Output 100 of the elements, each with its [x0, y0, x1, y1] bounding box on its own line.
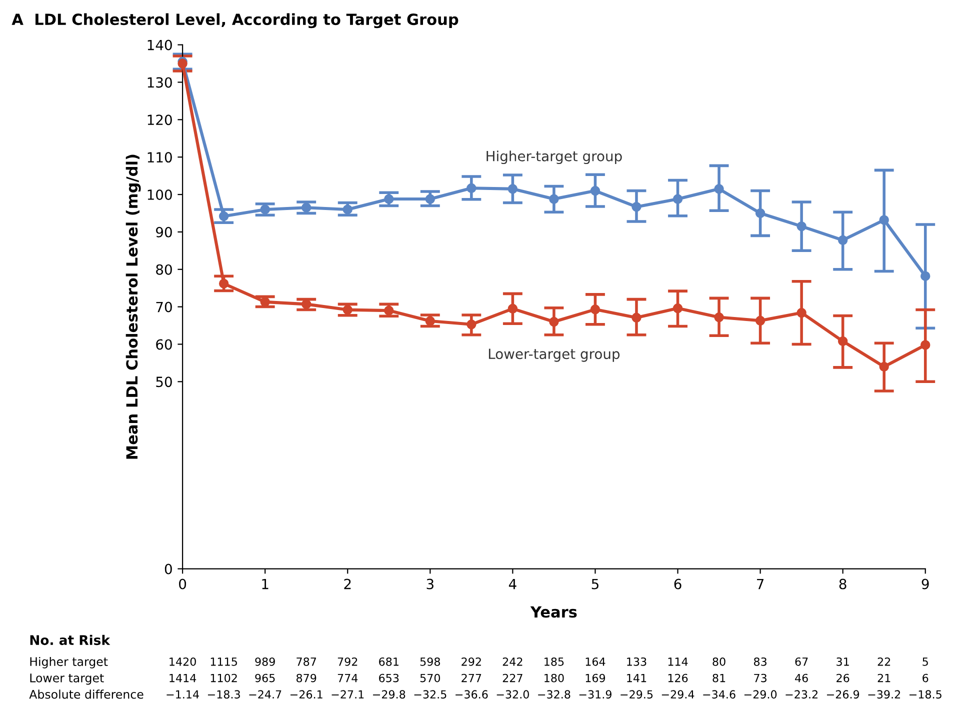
text: 141	[627, 674, 646, 682]
y-tick-label: 120	[148, 114, 172, 126]
text: −1.14	[166, 690, 199, 698]
text: 180	[544, 674, 564, 682]
text: 80	[712, 657, 726, 666]
text: 83	[754, 657, 766, 666]
text: 26	[836, 674, 850, 682]
text: 598	[420, 657, 440, 666]
y-axis-title: Mean LDL Cholesterol Level (mg/dl)	[126, 154, 141, 459]
point	[714, 184, 724, 194]
text: 46	[795, 674, 808, 682]
point	[425, 316, 436, 326]
text: 31	[836, 657, 849, 666]
text: 277	[462, 674, 482, 682]
text: −26.9	[826, 690, 860, 699]
point	[755, 316, 766, 326]
point	[425, 194, 436, 204]
x-tick-label: 3	[426, 578, 434, 590]
text: 185	[544, 657, 564, 666]
text: 164	[586, 657, 606, 666]
point	[384, 194, 394, 204]
text: 1420	[170, 657, 196, 666]
point	[218, 211, 229, 222]
text: Absolute difference	[29, 690, 144, 699]
text: 792	[338, 657, 358, 666]
point	[590, 186, 600, 196]
series-label: Higher-target group	[486, 150, 622, 164]
text: 879	[296, 674, 316, 682]
text: 126	[668, 674, 688, 682]
text: 6	[922, 674, 928, 682]
point	[920, 340, 930, 350]
point	[632, 202, 642, 212]
text: 5	[922, 658, 928, 666]
text: Lower target	[30, 674, 104, 685]
text: −29.0	[744, 690, 777, 699]
text: −32.8	[538, 690, 570, 699]
text: 1102	[210, 674, 237, 682]
text: −24.7	[249, 690, 282, 698]
point	[342, 204, 352, 214]
text: −34.6	[703, 690, 736, 699]
point	[466, 183, 476, 194]
text: 774	[338, 674, 358, 682]
text: 73	[754, 674, 766, 682]
text: 787	[296, 657, 316, 666]
y-tick-label: 90	[156, 226, 172, 238]
text: 989	[255, 657, 275, 666]
text: −39.2	[868, 690, 900, 699]
text: 1115	[210, 658, 237, 666]
text: 21	[878, 674, 890, 682]
point	[672, 194, 683, 204]
y-tick-label: 80	[156, 264, 172, 275]
text: −23.2	[786, 690, 818, 699]
text: 1414	[170, 674, 196, 682]
point	[920, 271, 930, 281]
point	[260, 204, 270, 214]
text: No. at Risk	[30, 634, 110, 646]
x-tick-label: 7	[757, 578, 764, 590]
point	[508, 304, 518, 314]
point	[672, 303, 683, 314]
text: 242	[502, 657, 522, 666]
point	[838, 235, 848, 246]
x-axis-title: Years	[530, 606, 577, 618]
point	[714, 312, 724, 322]
y-tick-label: 110	[148, 152, 172, 163]
point	[549, 316, 559, 327]
point	[301, 202, 312, 212]
text: 133	[627, 657, 646, 666]
point	[796, 221, 806, 232]
text: −18.5	[910, 690, 942, 699]
series-label: Lower-target group	[488, 348, 620, 362]
chart-title: A LDL Cholesterol Level, According to Target Group	[12, 13, 458, 28]
y-tick-label: 130	[148, 77, 172, 88]
text: −26.1	[290, 690, 322, 699]
point	[549, 194, 559, 204]
text: −29.5	[620, 690, 653, 699]
text: 227	[502, 674, 522, 682]
text: 292	[462, 657, 481, 666]
point	[879, 362, 889, 372]
point	[590, 304, 600, 314]
point	[466, 320, 476, 330]
text: −31.9	[579, 690, 612, 699]
point	[384, 306, 394, 316]
x-tick-label: 6	[674, 578, 682, 590]
point	[879, 215, 889, 225]
point	[508, 184, 518, 194]
x-tick-label: 9	[922, 578, 929, 590]
y-tick-label: 140	[148, 40, 172, 50]
y-tick-label: 70	[156, 302, 172, 312]
point	[218, 278, 229, 288]
text: −32.0	[496, 690, 529, 699]
y-tick-label: 50	[156, 376, 172, 388]
point	[755, 208, 766, 218]
point	[796, 308, 806, 318]
text: −36.6	[456, 690, 488, 699]
text: 653	[379, 674, 399, 682]
x-tick-label: 0	[179, 578, 186, 590]
x-tick-label: 1	[262, 578, 268, 590]
y-tick-label: 60	[156, 339, 172, 350]
text: −27.1	[332, 690, 364, 698]
x-tick-label: 4	[508, 578, 516, 590]
